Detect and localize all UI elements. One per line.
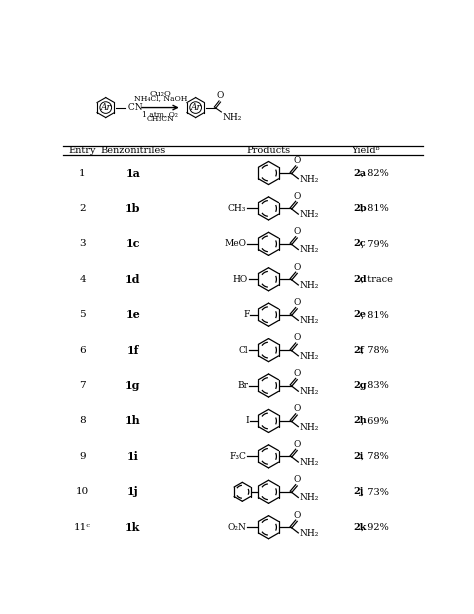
Text: NH₂: NH₂ (299, 529, 319, 538)
Text: Cl: Cl (239, 346, 248, 355)
Text: 1k: 1k (125, 522, 141, 533)
Text: 2j: 2j (354, 488, 364, 496)
Text: O: O (293, 192, 301, 201)
Text: O: O (293, 333, 301, 343)
Text: , trace: , trace (361, 275, 392, 284)
Text: F: F (243, 310, 249, 319)
Text: , 92%: , 92% (361, 523, 389, 532)
Text: O: O (293, 440, 301, 449)
Text: 2g: 2g (354, 381, 367, 390)
Text: NH₂: NH₂ (299, 422, 319, 432)
Text: CH₃: CH₃ (228, 204, 246, 213)
Text: 11ᶜ: 11ᶜ (74, 523, 91, 532)
Text: NH₂: NH₂ (299, 281, 319, 290)
Text: NH₂: NH₂ (299, 174, 319, 184)
Text: O: O (293, 475, 301, 484)
Text: MeO: MeO (224, 239, 246, 248)
Text: , 73%: , 73% (361, 488, 389, 496)
Text: Products: Products (246, 146, 291, 155)
Text: O: O (293, 511, 301, 519)
Text: 5: 5 (79, 310, 86, 319)
Text: Yieldᵇ: Yieldᵇ (351, 146, 380, 155)
Text: 1a: 1a (126, 168, 140, 179)
Text: 9: 9 (79, 452, 86, 461)
Text: 2d: 2d (354, 275, 367, 284)
Text: HO: HO (233, 275, 248, 284)
Text: 10: 10 (76, 488, 89, 496)
Text: 4: 4 (79, 275, 86, 284)
Text: , 83%: , 83% (361, 381, 389, 390)
Text: 2h: 2h (354, 416, 367, 426)
Text: NH₂: NH₂ (299, 387, 319, 396)
Text: 2e: 2e (354, 310, 367, 319)
Text: 1c: 1c (126, 238, 140, 249)
Text: 2a: 2a (354, 168, 367, 177)
Text: O: O (293, 227, 301, 236)
Text: NH₂: NH₂ (222, 113, 242, 122)
Text: , 79%: , 79% (361, 239, 389, 248)
Text: 2f: 2f (354, 346, 365, 355)
Text: Cu₂O: Cu₂O (149, 90, 171, 98)
Text: O: O (293, 298, 301, 307)
Text: CH₃CN: CH₃CN (146, 115, 174, 123)
Text: NH₂: NH₂ (299, 352, 319, 360)
Text: , 69%: , 69% (361, 416, 388, 426)
Text: O: O (293, 404, 301, 413)
Text: 2c: 2c (354, 239, 366, 248)
Text: , 78%: , 78% (361, 452, 389, 461)
Text: 7: 7 (79, 381, 86, 390)
Text: 1 atm, O₂: 1 atm, O₂ (143, 111, 178, 119)
Text: 2i: 2i (354, 452, 364, 461)
Text: 1i: 1i (127, 451, 139, 462)
Text: NH₂: NH₂ (299, 316, 319, 325)
Text: CN: CN (125, 103, 143, 112)
Text: Ar: Ar (100, 103, 111, 112)
Text: 1j: 1j (127, 486, 139, 497)
Text: , 78%: , 78% (361, 346, 389, 355)
Text: Br: Br (237, 381, 248, 390)
Text: NH₂: NH₂ (299, 246, 319, 254)
Text: , 81%: , 81% (361, 204, 389, 213)
Text: NH₂: NH₂ (299, 494, 319, 502)
Text: Ar: Ar (190, 103, 201, 112)
Text: , 82%: , 82% (361, 168, 389, 177)
Text: 2: 2 (79, 204, 86, 213)
Text: 1f: 1f (127, 344, 139, 356)
Text: Entry: Entry (69, 146, 96, 155)
Text: I: I (246, 416, 249, 426)
Text: , 81%: , 81% (361, 310, 389, 319)
Text: 8: 8 (79, 416, 86, 426)
Text: 2b: 2b (354, 204, 367, 213)
Text: NH₄Cl, NaOH: NH₄Cl, NaOH (134, 94, 187, 102)
Text: NH₂: NH₂ (299, 210, 319, 219)
Text: NH₂: NH₂ (299, 458, 319, 467)
Text: 6: 6 (79, 346, 86, 355)
Text: 1b: 1b (125, 203, 141, 214)
Text: O: O (293, 157, 301, 165)
Text: 3: 3 (79, 239, 86, 248)
Text: O: O (293, 369, 301, 378)
Text: 2k: 2k (354, 523, 367, 532)
Text: Benzonitriles: Benzonitriles (100, 146, 165, 155)
Text: 1e: 1e (126, 309, 140, 320)
Text: 1g: 1g (125, 380, 141, 391)
Text: 1: 1 (79, 168, 86, 177)
Text: F₃C: F₃C (229, 452, 246, 461)
Text: O: O (293, 263, 301, 271)
Text: O: O (216, 91, 223, 100)
Text: 1h: 1h (125, 416, 141, 427)
Text: O₂N: O₂N (228, 523, 246, 532)
Text: 1d: 1d (125, 274, 141, 285)
